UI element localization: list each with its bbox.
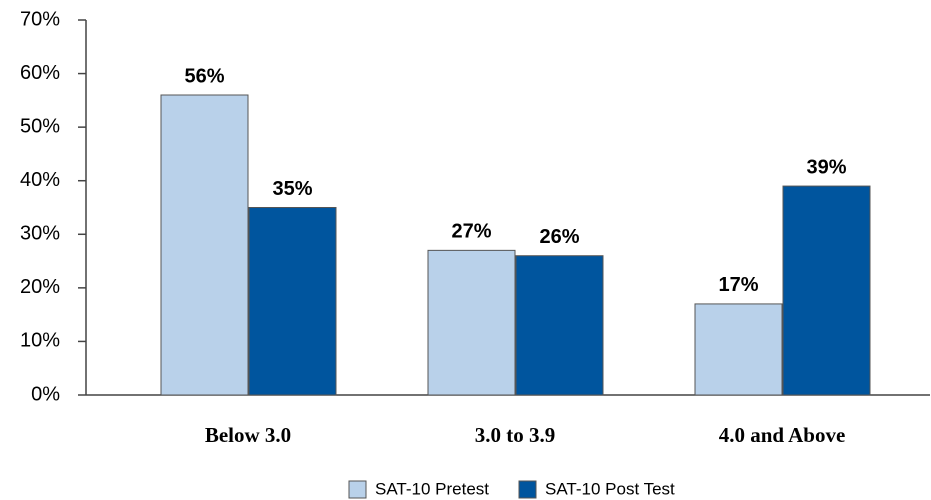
value-label: 26% [539,226,579,248]
value-label: 39% [806,156,846,178]
legend-swatch [348,480,367,499]
value-label: 27% [451,221,491,243]
y-tick-label: 0% [31,383,60,405]
value-label: 17% [718,274,758,296]
bar [160,94,249,396]
bar [515,255,604,396]
bar [694,303,783,396]
legend-label: SAT-10 Pretest [375,479,489,498]
y-tick-label: 60% [20,62,60,84]
y-tick-label: 20% [20,276,60,298]
y-tick-label: 70% [20,8,60,30]
x-tick-label: 4.0 and Above [719,423,846,447]
x-tick-label: 3.0 to 3.9 [475,423,556,447]
bar [782,185,871,396]
value-label: 56% [184,65,224,87]
y-tick-label: 40% [20,169,60,191]
value-label: 35% [272,178,312,200]
bar [427,249,516,396]
y-tick-label: 50% [20,115,60,137]
legend-label: SAT-10 Post Test [545,479,675,498]
y-tick-label: 10% [20,330,60,352]
x-tick-label: Below 3.0 [205,423,291,447]
y-tick-label: 30% [20,223,60,245]
legend-swatch [518,480,537,499]
bar [248,207,337,396]
